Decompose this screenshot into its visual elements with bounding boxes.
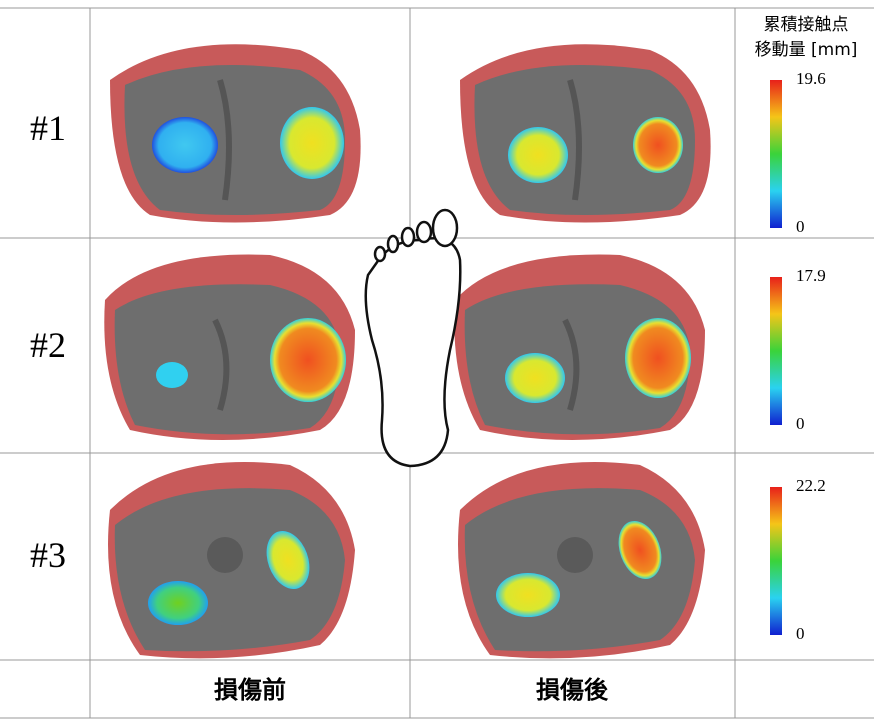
foot-outline [366,210,461,466]
row-label: #3 [30,535,66,575]
row-label: #2 [30,325,66,365]
knee-image [108,462,355,658]
colorbar: 22.2 0 [770,476,826,643]
colorbar-title: 移動量 [mm] [755,40,858,60]
knee-image [104,255,355,440]
knee-image [110,44,361,222]
colorbar-min: 0 [796,217,805,236]
knee-image [458,462,705,658]
colorbar: 17.9 0 [770,266,826,433]
colorbar-title: 累積接触点 [764,15,849,35]
colorbar: 19.6 0 [770,69,826,236]
colorbar-max: 22.2 [796,476,826,495]
column-label: 損傷前 [214,676,286,704]
column-label: 損傷後 [536,676,609,704]
knee-image [460,44,711,222]
colorbar-max: 19.6 [796,69,826,88]
colorbar-max: 17.9 [796,266,826,285]
row-label: #1 [30,108,66,148]
colorbar-min: 0 [796,414,805,433]
knee-image [454,255,705,440]
colorbar-min: 0 [796,624,805,643]
figure: #1 #2 #3 累積接触点 移動量 [mm] 19.6 0 17.9 0 22… [0,0,874,719]
